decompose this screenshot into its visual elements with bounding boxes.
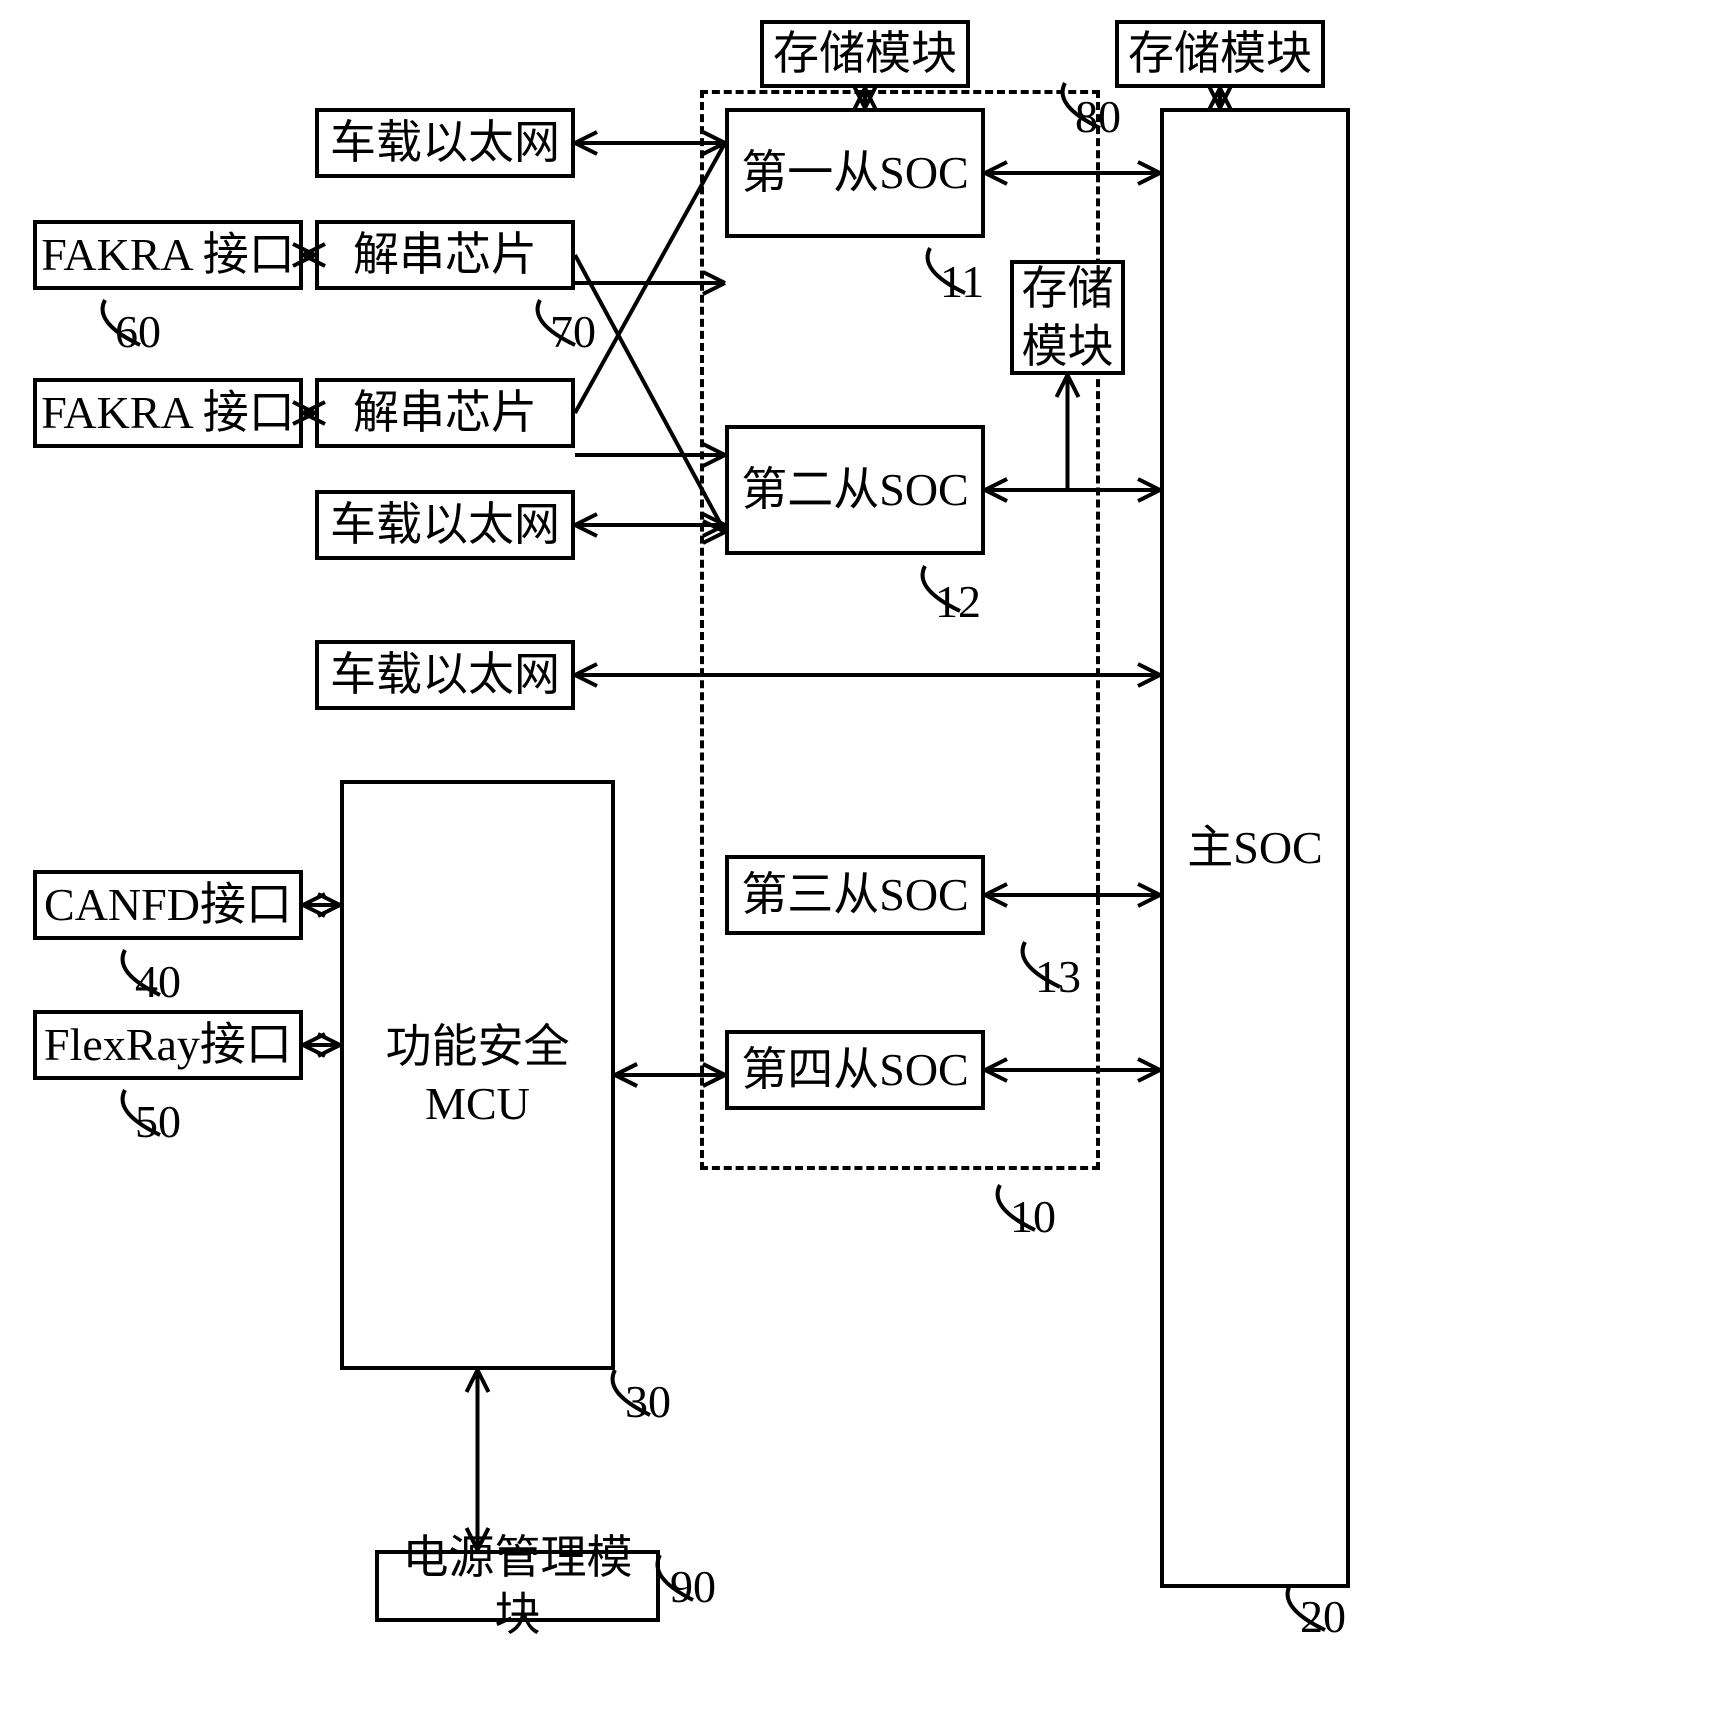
label: 存储模块	[773, 25, 957, 83]
slave-soc-2: 第二从SOC	[725, 425, 985, 555]
main-soc: 主SOC	[1160, 108, 1350, 1588]
ethernet-1: 车载以太网	[315, 108, 575, 178]
ref-13: 13	[1035, 950, 1081, 1003]
storage-module-mid: 存储模块	[1010, 260, 1125, 375]
label: 存储模块	[1128, 25, 1312, 83]
slave-soc-4: 第四从SOC	[725, 1030, 985, 1110]
ethernet-2: 车载以太网	[315, 490, 575, 560]
label: 功能安全MCU	[386, 1018, 570, 1133]
ref-70: 70	[550, 305, 596, 358]
canfd-interface: CANFD接口	[33, 870, 303, 940]
label: 解串芯片	[353, 384, 537, 442]
label: 解串芯片	[353, 226, 537, 284]
label: FAKRA 接口	[41, 384, 294, 442]
storage-module-top-left: 存储模块	[760, 20, 970, 88]
label: 存储模块	[1022, 260, 1114, 375]
deserializer-chip-2: 解串芯片	[315, 378, 575, 448]
functional-safety-mcu: 功能安全MCU	[340, 780, 615, 1370]
ref-10: 10	[1010, 1190, 1056, 1243]
label: 车载以太网	[330, 496, 560, 554]
slave-soc-1: 第一从SOC	[725, 108, 985, 238]
ref-40: 40	[135, 955, 181, 1008]
label: 第二从SOC	[741, 461, 968, 519]
label: 车载以太网	[330, 646, 560, 704]
label: FAKRA 接口	[41, 226, 294, 284]
label: FlexRay接口	[44, 1016, 292, 1074]
ref-90: 90	[670, 1560, 716, 1613]
fakra-interface-2: FAKRA 接口	[33, 378, 303, 448]
label: 第一从SOC	[741, 144, 968, 202]
ref-12: 12	[935, 575, 981, 628]
label: 电源管理模块	[383, 1529, 652, 1644]
slave-soc-3: 第三从SOC	[725, 855, 985, 935]
fakra-interface-1: FAKRA 接口	[33, 220, 303, 290]
ref-50: 50	[135, 1095, 181, 1148]
label: CANFD接口	[44, 876, 292, 934]
slave-soc-group	[700, 90, 1100, 1170]
label: 主SOC	[1187, 819, 1322, 877]
ref-60: 60	[115, 305, 161, 358]
ref-80: 80	[1075, 90, 1121, 143]
label: 第四从SOC	[741, 1041, 968, 1099]
label: 车载以太网	[330, 114, 560, 172]
power-management-module: 电源管理模块	[375, 1550, 660, 1622]
label: 第三从SOC	[741, 866, 968, 924]
storage-module-top-right: 存储模块	[1115, 20, 1325, 88]
ethernet-3: 车载以太网	[315, 640, 575, 710]
ref-11: 11	[940, 255, 984, 308]
flexray-interface: FlexRay接口	[33, 1010, 303, 1080]
deserializer-chip-1: 解串芯片	[315, 220, 575, 290]
ref-30: 30	[625, 1375, 671, 1428]
ref-20: 20	[1300, 1590, 1346, 1643]
